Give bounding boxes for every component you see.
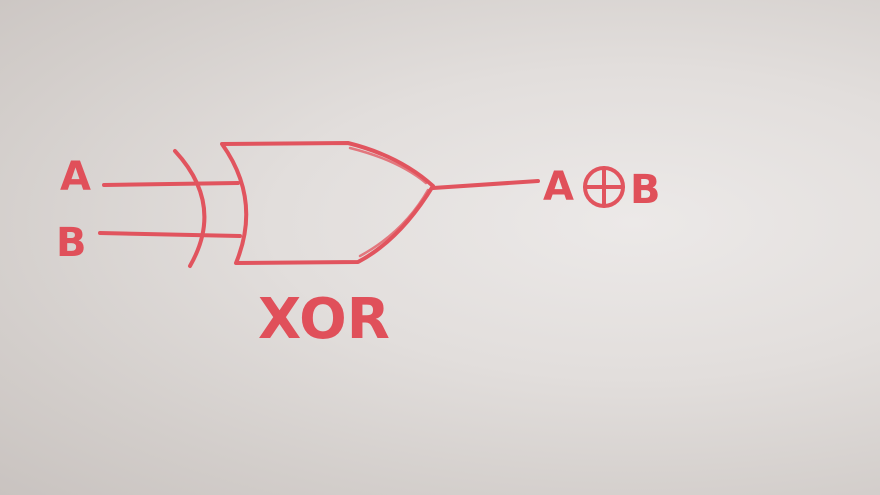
input-b-label: B — [56, 220, 87, 266]
gate-body — [220, 141, 435, 265]
gate-front-arc-shade — [358, 188, 430, 258]
gate-top-arc-shade — [348, 146, 428, 185]
output-left-label: A — [543, 164, 574, 210]
input-a-label: A — [60, 154, 91, 200]
input-a-wire — [102, 181, 240, 187]
xor-circle-plus-icon — [583, 166, 625, 208]
gate-name-label: XOR — [258, 287, 390, 352]
output-wire — [431, 179, 540, 190]
xor-extra-input-curve — [173, 149, 207, 268]
input-b-wire — [98, 231, 242, 238]
output-right-label: B — [630, 167, 661, 213]
